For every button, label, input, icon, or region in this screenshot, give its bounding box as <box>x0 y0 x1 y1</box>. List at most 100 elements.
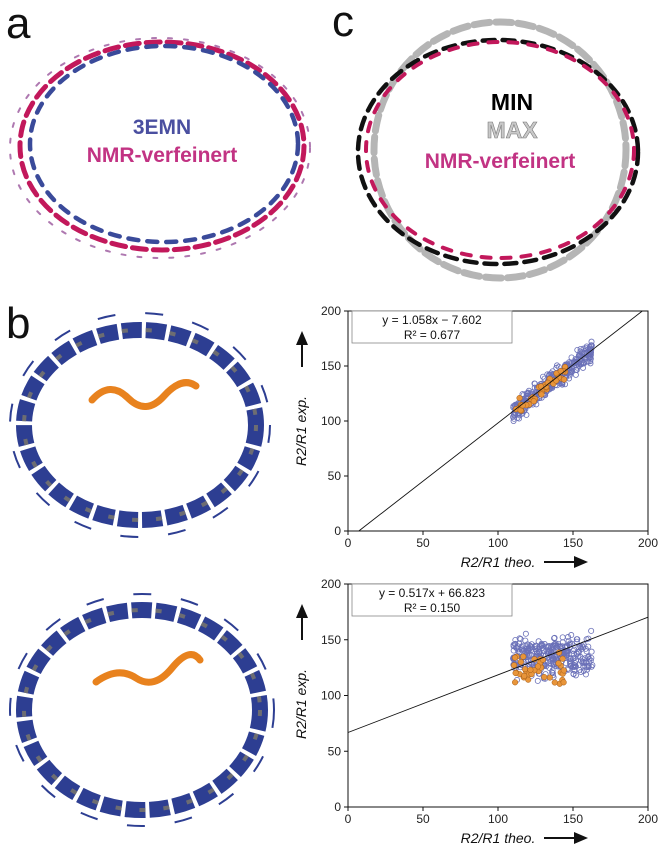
equation-text: y = 1.058x − 7.602 <box>382 313 482 327</box>
y-axis-label: R2/R1 exp. <box>293 669 309 739</box>
x-tick-label: 100 <box>488 536 508 550</box>
data-point <box>570 671 577 678</box>
data-point-highlight <box>534 663 542 670</box>
data-point-highlight <box>538 391 545 398</box>
data-point <box>573 636 580 643</box>
r-squared-text: R² = 0.677 <box>404 328 461 342</box>
y-tick-label: 150 <box>321 633 341 647</box>
data-point <box>549 670 556 677</box>
data-point <box>548 654 555 661</box>
data-point-highlight <box>511 662 518 669</box>
y-tick-label: 50 <box>328 469 342 483</box>
data-point-highlight <box>519 402 526 409</box>
data-point-highlight <box>553 377 560 384</box>
data-point <box>577 668 584 675</box>
data-point <box>536 648 543 655</box>
data-point-highlight <box>517 658 524 666</box>
data-point <box>524 390 531 397</box>
plot-frame <box>347 310 649 532</box>
data-point <box>559 634 566 641</box>
data-point <box>516 635 523 642</box>
data-point <box>554 362 561 369</box>
data-point <box>580 668 587 675</box>
data-point <box>577 346 584 353</box>
data-point <box>534 677 541 684</box>
data-point-highlight <box>520 653 527 660</box>
x-axis-arrow-head <box>574 832 588 844</box>
data-point-highlight <box>555 660 562 667</box>
data-point <box>552 640 559 647</box>
x-tick-label: 200 <box>638 812 658 826</box>
y-axis-arrow-head <box>296 331 308 345</box>
x-axis-label: R2/R1 theo. <box>461 554 536 570</box>
data-point <box>572 663 579 670</box>
data-point <box>532 642 539 649</box>
plot-frame <box>347 583 649 808</box>
x-tick-label: 150 <box>563 812 583 826</box>
data-point <box>574 364 581 371</box>
x-axis-label: R2/R1 theo. <box>461 830 536 846</box>
data-point-highlight <box>551 679 558 686</box>
data-point <box>577 644 584 651</box>
data-point <box>555 640 562 647</box>
x-tick-label: 100 <box>488 812 508 826</box>
data-point <box>588 338 595 345</box>
data-point <box>568 632 575 639</box>
data-point <box>525 647 532 654</box>
data-point <box>553 643 560 650</box>
scatter-chart-1: 0 50 100 150 200 0 50 100 150 200 y = 1.058x − 7.6… <box>293 304 658 570</box>
x-tick-label: 150 <box>563 536 583 550</box>
data-point <box>574 358 581 365</box>
label-nmr-verfeinert-c: NMR-verfeinert <box>425 150 576 173</box>
data-point <box>547 660 554 667</box>
x-tick-label: 50 <box>416 536 430 550</box>
x-tick-label: 0 <box>345 812 352 826</box>
data-point <box>582 655 589 662</box>
data-point <box>564 648 571 655</box>
data-point <box>581 662 588 669</box>
data-point-highlight <box>560 667 567 674</box>
data-point <box>510 647 517 654</box>
data-point-highlight <box>512 679 519 686</box>
x-tick-label: 0 <box>345 536 352 550</box>
data-point-highlight <box>559 655 566 662</box>
y-tick-label: 50 <box>328 744 342 758</box>
data-point <box>587 358 594 365</box>
data-point <box>580 364 587 371</box>
data-point-highlight <box>530 398 537 405</box>
data-point <box>585 635 592 642</box>
data-point <box>546 664 553 671</box>
data-point <box>547 653 554 660</box>
data-point <box>538 640 545 647</box>
data-point <box>546 643 553 650</box>
data-point <box>566 372 573 379</box>
data-point-highlight <box>521 672 528 679</box>
data-point-highlight <box>544 379 551 386</box>
data-point <box>588 654 595 661</box>
data-point <box>587 354 594 361</box>
data-point-highlight <box>546 674 553 681</box>
data-point <box>522 630 529 637</box>
equation-text: y = 0.517x + 66.823 <box>379 586 485 600</box>
panel-letter-c: c <box>332 0 354 46</box>
data-point <box>574 346 581 353</box>
x-axis-arrow-head <box>574 556 588 568</box>
data-point <box>588 342 595 349</box>
data-point-highlight <box>511 654 519 661</box>
scatter-chart-2: 0 50 100 150 200 0 50 100 150 200 y = 0.517x + 66.… <box>293 577 658 846</box>
barrel-top <box>9 312 271 538</box>
y-tick-label: 0 <box>334 800 341 814</box>
data-point <box>570 650 577 657</box>
data-point <box>510 417 517 424</box>
data-point <box>583 648 590 655</box>
data-point <box>522 637 529 644</box>
data-point <box>588 663 595 670</box>
data-point <box>588 627 595 634</box>
y-tick-label: 100 <box>321 414 341 428</box>
y-tick-label: 150 <box>321 359 341 373</box>
label-3emn: 3EMN <box>133 116 191 139</box>
